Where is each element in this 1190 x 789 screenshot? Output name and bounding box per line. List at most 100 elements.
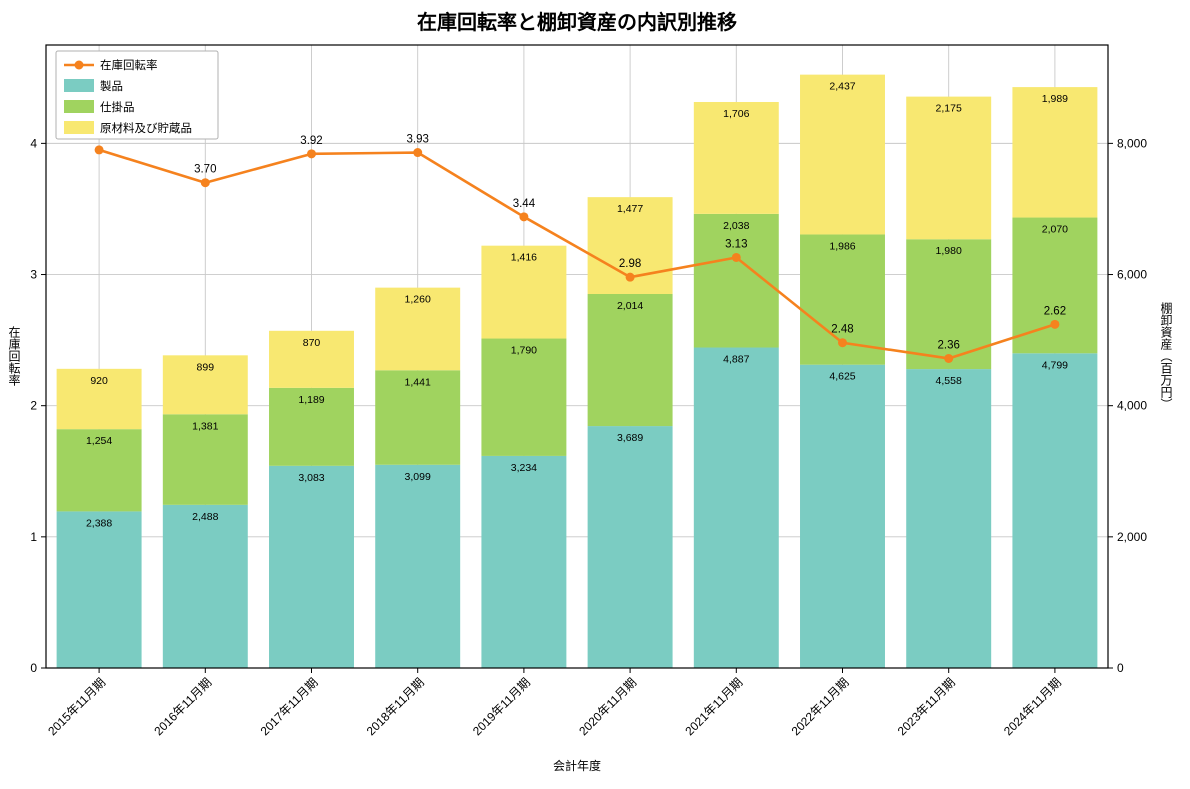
right-tick-label: 6,000 bbox=[1117, 268, 1147, 282]
bar-segment bbox=[269, 330, 354, 388]
legend-box bbox=[55, 50, 219, 140]
right-axis-label: 棚卸資産（百万円） bbox=[1159, 302, 1173, 410]
legend-label-series: 原材料及び貯蔵品 bbox=[100, 121, 192, 135]
turnover-point bbox=[307, 149, 316, 159]
bar-value-label: 1,986 bbox=[829, 240, 855, 252]
bar-value-label: 4,887 bbox=[723, 354, 749, 366]
bar-segment bbox=[1012, 217, 1098, 354]
bar-value-label: 2,175 bbox=[936, 103, 962, 115]
bar-segment bbox=[481, 338, 567, 456]
legend-label-series: 仕掛品 bbox=[100, 100, 135, 114]
bar-segment bbox=[1012, 353, 1098, 668]
bar-segment bbox=[269, 465, 354, 668]
bar-value-label: 1,706 bbox=[723, 108, 749, 120]
bar-value-label: 1,980 bbox=[936, 245, 962, 257]
bar-value-label: 3,689 bbox=[617, 432, 643, 444]
x-tick-label: 2019年11月期 bbox=[470, 675, 533, 738]
x-tick-label: 2023年11月期 bbox=[895, 675, 958, 738]
turnover-point bbox=[200, 178, 210, 188]
bar-segment bbox=[375, 287, 461, 371]
x-tick-label: 2020年11月期 bbox=[576, 675, 639, 738]
bar-segment bbox=[162, 414, 248, 505]
right-tick-label: 2,000 bbox=[1117, 530, 1147, 544]
x-axis-label: 会計年度 bbox=[552, 759, 601, 773]
bar-value-label: 2,388 bbox=[86, 517, 112, 529]
bar-segment bbox=[693, 101, 779, 214]
bar-value-label: 4,625 bbox=[829, 371, 855, 383]
x-tick-label: 2016年11月期 bbox=[151, 675, 214, 738]
bar-segment bbox=[481, 245, 567, 339]
right-tick-label: 4,000 bbox=[1117, 399, 1147, 413]
bar-value-label: 920 bbox=[90, 375, 108, 387]
plot-border bbox=[45, 44, 1109, 669]
bar-value-label: 4,558 bbox=[936, 375, 962, 387]
left-tick-label: 4 bbox=[30, 136, 37, 150]
line-value-label: 3.92 bbox=[300, 135, 322, 147]
left-tick-label: 2 bbox=[30, 399, 37, 413]
bar-segment bbox=[587, 426, 673, 668]
turnover-point bbox=[94, 145, 104, 155]
legend-swatch bbox=[64, 121, 94, 134]
bar-segment bbox=[56, 511, 142, 668]
x-tick-label: 2024年11月期 bbox=[1001, 675, 1064, 738]
bar-value-label: 1,477 bbox=[617, 203, 643, 215]
bar-value-label: 3,099 bbox=[405, 471, 431, 483]
line-value-label: 2.48 bbox=[831, 324, 853, 336]
bar-segment bbox=[162, 355, 248, 415]
bar-value-label: 2,488 bbox=[192, 511, 218, 523]
bar-segment bbox=[906, 369, 992, 668]
left-tick-label: 3 bbox=[30, 268, 37, 282]
bar-value-label: 3,234 bbox=[511, 462, 537, 474]
x-tick-label: 2015年11月期 bbox=[45, 675, 108, 738]
bar-value-label: 2,014 bbox=[617, 300, 643, 312]
turnover-line bbox=[97, 148, 1057, 360]
bar-segment bbox=[481, 455, 567, 668]
bar-value-label: 899 bbox=[197, 361, 215, 373]
x-tick-label: 2021年11月期 bbox=[682, 675, 745, 738]
left-tick-label: 1 bbox=[30, 530, 37, 544]
legend-label-series: 製品 bbox=[100, 79, 123, 93]
bar-segment bbox=[162, 504, 248, 668]
turnover-point bbox=[625, 272, 635, 282]
bar-value-labels: 2,388 2,488 3,083 3,099 3,234 3,689 4,887 4,625… bbox=[86, 81, 1068, 530]
legend-swatch bbox=[64, 79, 94, 92]
bar-value-label: 1,260 bbox=[405, 294, 431, 306]
bar-value-label: 4,799 bbox=[1042, 359, 1068, 371]
bar-segment bbox=[56, 429, 142, 512]
bar-segment bbox=[906, 96, 992, 240]
bar-value-label: 2,038 bbox=[723, 220, 749, 232]
legend-line-marker bbox=[74, 60, 84, 70]
right-tick-label: 0 bbox=[1117, 661, 1124, 675]
right-tick-label: 8,000 bbox=[1117, 136, 1147, 150]
bar-segment bbox=[375, 370, 461, 465]
bar-segment bbox=[800, 364, 885, 668]
turnover-point bbox=[519, 212, 529, 222]
bar-value-label: 1,989 bbox=[1042, 93, 1068, 105]
bar-segment bbox=[800, 74, 885, 235]
left-tick-label: 0 bbox=[30, 661, 37, 675]
bar-segment bbox=[693, 347, 779, 668]
line-value-label: 3.93 bbox=[407, 134, 429, 146]
turnover-point bbox=[413, 148, 423, 158]
line-value-label: 2.62 bbox=[1044, 305, 1066, 317]
line-value-label: 3.70 bbox=[194, 164, 216, 176]
bar-value-label: 1,254 bbox=[86, 435, 112, 447]
turnover-point bbox=[838, 338, 847, 348]
x-tick-label: 2022年11月期 bbox=[789, 675, 852, 738]
legend-label-turnover: 在庫回転率 bbox=[100, 58, 158, 72]
turnover-point bbox=[944, 353, 954, 363]
bar-segment bbox=[269, 387, 354, 466]
chart-title: 在庫回転率と棚卸資産の内訳別推移 bbox=[417, 12, 737, 34]
x-tick-label: 2017年11月期 bbox=[258, 675, 321, 738]
bar-value-label: 1,441 bbox=[405, 376, 431, 388]
legend-swatch bbox=[64, 100, 94, 113]
line-series-group: 3.70 3.92 3.93 3.44 2.98 3.13 2.48 2.36 2.62 bbox=[94, 134, 1066, 363]
left-axis-label: 在庫回転率 bbox=[7, 326, 21, 386]
bar-value-label: 1,416 bbox=[511, 252, 537, 264]
bar-segment bbox=[56, 368, 142, 430]
turnover-point bbox=[1050, 319, 1060, 329]
bar-value-label: 1,790 bbox=[511, 345, 537, 357]
x-tick-label: 2018年11月期 bbox=[364, 675, 427, 738]
